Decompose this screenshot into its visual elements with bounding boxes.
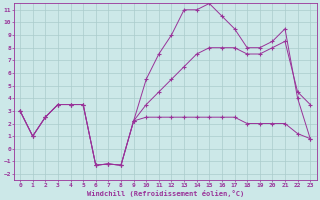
X-axis label: Windchill (Refroidissement éolien,°C): Windchill (Refroidissement éolien,°C) — [86, 190, 244, 197]
